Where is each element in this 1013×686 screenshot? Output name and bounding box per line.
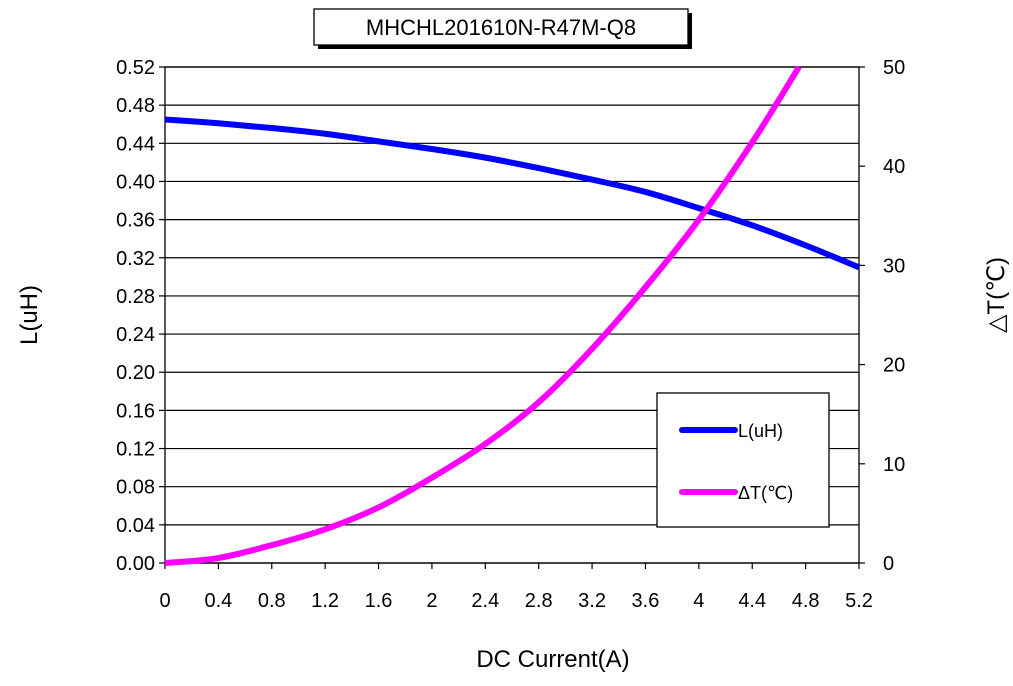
chart-title-box: MHCHL201610N-R47M-Q8 — [313, 8, 692, 49]
x-axis-ticks: 0 0.4 0.8 1.2 1.6 2 2.4 2.8 3.2 3.6 4 4.4 4.8 5.2 — [159, 563, 873, 612]
legend-label-temperature-rise: ΔT(℃) — [738, 483, 793, 503]
y-left-tick-label: 0.20 — [116, 362, 155, 384]
series-line-inductance — [164, 116, 861, 271]
y-left-tick-label: 0.00 — [116, 553, 155, 575]
x-tick-label: 2.4 — [471, 590, 499, 612]
x-tick-label: 3.6 — [632, 590, 660, 612]
y-axis-right-title: △T(℃) — [983, 257, 1010, 333]
x-tick-label: 1.2 — [311, 590, 339, 612]
y-left-tick-label: 0.28 — [116, 286, 155, 308]
y-left-tick-label: 0.24 — [116, 324, 155, 346]
x-tick-label: 0 — [159, 590, 170, 612]
legend-label-inductance: L(uH) — [738, 421, 783, 441]
right-axis-ticks: 0 10 20 30 40 50 — [859, 57, 905, 575]
chart-title: MHCHL201610N-R47M-Q8 — [366, 15, 636, 40]
series-layer — [164, 65, 861, 566]
x-tick-label: 2 — [426, 590, 437, 612]
title-box-frame — [313, 8, 689, 46]
y-left-tick-label: 0.12 — [116, 439, 155, 461]
x-tick-label: 2.8 — [525, 590, 553, 612]
left-axis-ticks: 0.00 0.04 0.08 0.12 0.16 0.20 0.24 0.28 0.32 0.36… — [116, 57, 165, 575]
plot-border — [164, 66, 860, 564]
y-left-tick-label: 0.44 — [116, 133, 155, 155]
y-left-tick-label: 0.36 — [116, 210, 155, 232]
y-left-tick-label: 0.16 — [116, 400, 155, 422]
x-tick-label: 4.8 — [792, 590, 820, 612]
legend-box — [656, 392, 830, 528]
x-tick-label: 3.2 — [578, 590, 606, 612]
x-tick-label: 4 — [693, 590, 704, 612]
x-tick-label: 4.4 — [738, 590, 766, 612]
x-axis-title: DC Current(A) — [476, 646, 629, 673]
x-tick-label: 5.2 — [845, 590, 873, 612]
plot-frame — [164, 66, 860, 564]
series-line-temperature-rise — [164, 65, 802, 566]
y-right-tick-label: 0 — [883, 553, 894, 575]
y-left-tick-label: 0.48 — [116, 95, 155, 117]
y-right-tick-label: 40 — [883, 156, 905, 178]
y-right-tick-label: 20 — [883, 355, 905, 377]
y-left-tick-label: 0.08 — [116, 477, 155, 499]
y-right-tick-label: 30 — [883, 255, 905, 277]
y-right-tick-label: 50 — [883, 57, 905, 79]
y-left-tick-label: 0.04 — [116, 515, 155, 537]
y-left-tick-label: 0.32 — [116, 248, 155, 270]
x-tick-label: 0.4 — [204, 590, 232, 612]
y-right-tick-label: 10 — [883, 454, 905, 476]
x-tick-label: 0.8 — [258, 590, 286, 612]
x-tick-label: 1.6 — [365, 590, 393, 612]
y-left-tick-label: 0.40 — [116, 171, 155, 193]
y-left-tick-label: 0.52 — [116, 57, 155, 79]
legend: L(uH) ΔT(℃) — [656, 392, 830, 528]
y-axis-left-title: L(uH) — [16, 285, 43, 345]
